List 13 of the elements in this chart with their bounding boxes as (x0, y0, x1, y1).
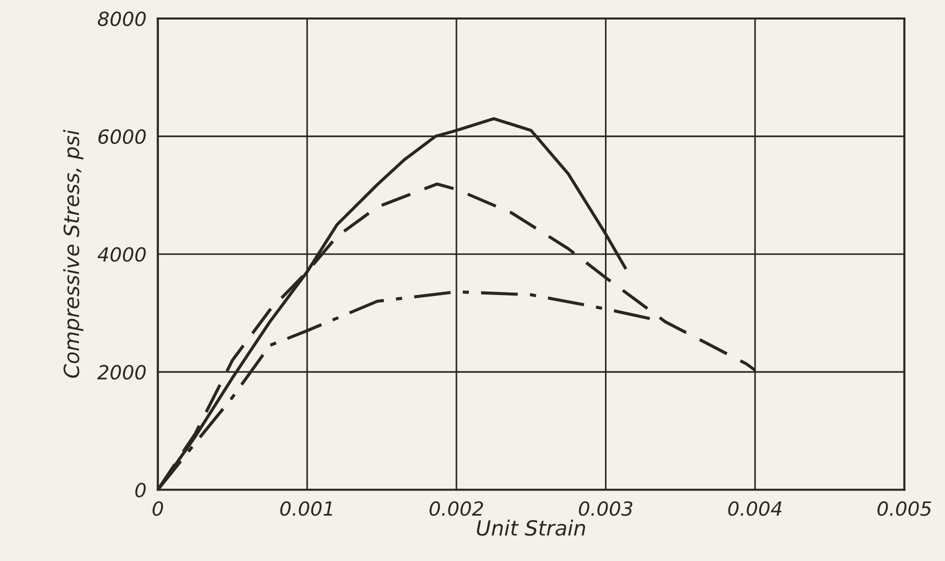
x-tick-label: 0.002 (430, 501, 484, 516)
y-axis-title: Compressive Stress, psi (63, 130, 84, 378)
x-tick-label: 0.004 (728, 501, 782, 516)
x-tick-label: 0.005 (878, 501, 932, 516)
y-tick-label: 0 (135, 482, 146, 498)
x-tick-label: 0 (152, 501, 164, 516)
y-tick-label: 6000 (98, 129, 146, 144)
x-tick-label: 0.001 (280, 501, 332, 516)
y-tick-label: 2000 (97, 364, 146, 380)
y-tick-label: 4000 (98, 247, 146, 262)
x-tick-label: 0.003 (578, 501, 632, 516)
y-tick-label: 8000 (98, 11, 146, 26)
x-axis-title: Unit Strain (476, 520, 586, 536)
